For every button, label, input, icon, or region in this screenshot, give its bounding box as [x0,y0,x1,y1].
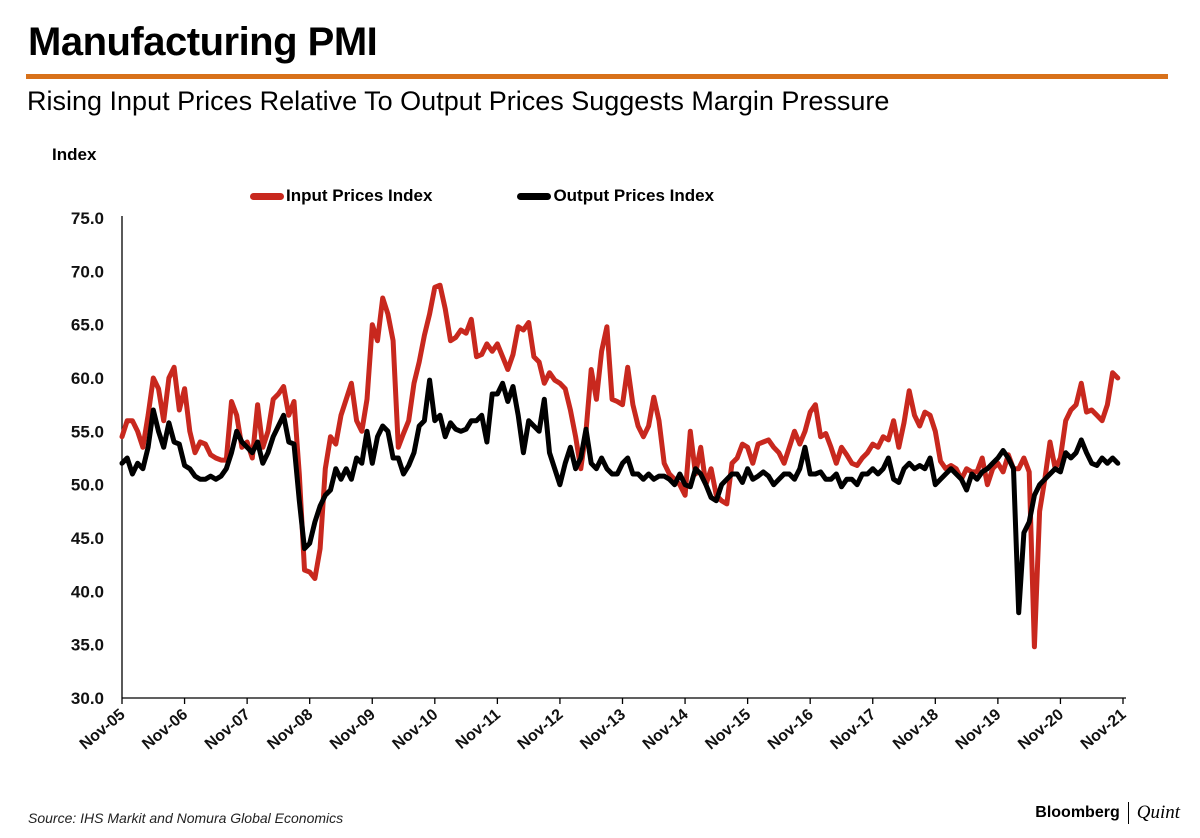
x-tick-label: Nov-20 [1015,706,1067,753]
y-tick-label: 45.0 [71,529,104,548]
chart-subtitle: Rising Input Prices Relative To Output P… [27,86,890,116]
x-tick-label: Nov-17 [828,706,880,753]
x-tick-label: Nov-12 [515,706,567,753]
legend-swatch-output [517,192,552,200]
x-tick-label: Nov-09 [327,706,379,753]
x-tick-label: Nov-21 [1078,706,1130,753]
x-tick-label: Nov-19 [953,706,1005,753]
legend-label-input: Input Prices Index [286,186,433,205]
x-tick-label: Nov-15 [702,706,754,753]
x-tick-label: Nov-11 [453,706,504,753]
y-tick-label: 75.0 [71,209,104,228]
x-tick-label: Nov-07 [202,706,254,753]
x-tick-label: Nov-10 [390,706,442,753]
x-tick-label: Nov-18 [890,706,942,753]
y-tick-label: 35.0 [71,636,104,655]
x-tick-label: Nov-05 [77,706,129,753]
brand-secondary: Quint [1136,802,1180,823]
legend-label-output: Output Prices Index [553,186,715,205]
x-tick-label: Nov-06 [139,706,191,753]
brand-separator [1127,802,1129,824]
title-divider [26,74,1168,79]
x-tick-label: Nov-16 [765,706,817,753]
x-tick-label: Nov-14 [640,706,692,753]
brand-logo: Bloomberg Quint [1035,802,1180,824]
y-tick-label: 30.0 [71,689,104,708]
brand-primary: Bloomberg [1035,804,1120,821]
x-tick-label: Nov-08 [264,706,316,753]
chart-title: Manufacturing PMI [28,20,378,64]
y-tick-label: 65.0 [71,316,104,335]
legend-item-output: Output Prices Index [517,186,714,206]
x-tick-label: Nov-13 [577,706,629,753]
y-tick-label: 40.0 [71,582,104,601]
legend-item-input: Input Prices Index [250,186,432,206]
legend: Input Prices Index Output Prices Index [250,186,799,206]
y-axis-label: Index [52,145,97,164]
source-note: Source: IHS Markit and Nomura Global Eco… [28,810,344,826]
y-tick-label: 50.0 [71,476,104,495]
y-tick-label: 60.0 [71,369,104,388]
input-prices-line [119,282,1121,650]
y-tick-label: 70.0 [71,262,104,281]
output-prices-line [119,377,1121,616]
legend-swatch-input [250,192,284,200]
y-tick-label: 55.0 [71,422,104,441]
